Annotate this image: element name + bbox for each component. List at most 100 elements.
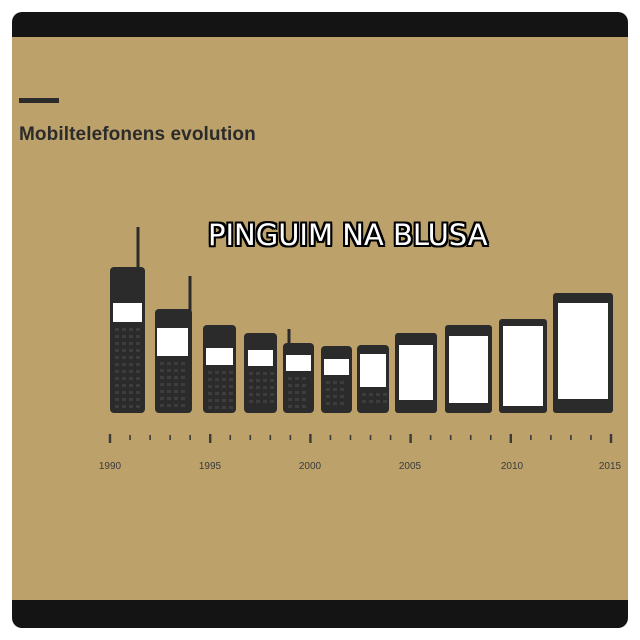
phone-screen xyxy=(399,345,433,400)
keypad-key xyxy=(160,362,164,365)
keypad-key xyxy=(167,362,171,365)
phone-antenna xyxy=(287,329,291,345)
keypad-key xyxy=(256,379,260,382)
keypad-key xyxy=(270,393,274,396)
keypad-key xyxy=(383,400,387,403)
keypad-key xyxy=(263,386,267,389)
keypad-key xyxy=(333,395,337,398)
keypad-key xyxy=(174,390,178,393)
keypad-key xyxy=(122,384,126,387)
minor-tick xyxy=(489,435,492,440)
keypad-key xyxy=(129,328,133,331)
keypad-key xyxy=(129,349,133,352)
keypad-key xyxy=(256,372,260,375)
minor-tick xyxy=(530,435,532,440)
keypad-key xyxy=(167,390,171,393)
keypad-key xyxy=(174,383,178,386)
keypad-key xyxy=(383,393,387,396)
keypad-key xyxy=(181,390,185,393)
keypad-key xyxy=(122,363,126,366)
keypad-key xyxy=(302,398,306,401)
keypad-key xyxy=(270,386,274,389)
keypad-key xyxy=(160,383,164,386)
keypad-key xyxy=(229,371,233,374)
keypad-key xyxy=(129,335,133,338)
keypad-key xyxy=(115,405,119,408)
keypad-key xyxy=(129,405,133,408)
keypad-key xyxy=(174,397,178,400)
minor-tick xyxy=(469,435,472,440)
major-tick xyxy=(209,434,212,443)
keypad-key xyxy=(208,399,212,402)
phone-body xyxy=(203,325,236,413)
keypad-key xyxy=(302,377,306,380)
keypad-key xyxy=(362,393,366,396)
keypad-key xyxy=(326,402,330,405)
keypad-key xyxy=(288,384,292,387)
minor-tick xyxy=(229,435,232,440)
keypad-key xyxy=(326,381,330,384)
phone-candybar-phone-7 xyxy=(357,345,389,413)
keypad-key xyxy=(167,397,171,400)
phone-antenna xyxy=(136,227,140,269)
phone-screen xyxy=(113,303,142,322)
keypad-key xyxy=(136,349,140,352)
keypad-key xyxy=(229,385,233,388)
phone-screen xyxy=(558,303,608,399)
keypad-key xyxy=(122,398,126,401)
keypad-key xyxy=(122,335,126,338)
phone-screen xyxy=(206,348,233,365)
keypad-key xyxy=(136,405,140,408)
keypad-key xyxy=(222,399,226,402)
keypad-key xyxy=(122,377,126,380)
keypad-key xyxy=(174,369,178,372)
keypad-key xyxy=(174,404,178,407)
minor-tick xyxy=(349,435,352,440)
keypad-key xyxy=(167,404,171,407)
year-labels: 1990 1995 2000 2005 2010 2015 xyxy=(99,461,622,472)
keypad-key xyxy=(215,406,219,409)
keypad-key xyxy=(208,371,212,374)
keypad-key xyxy=(122,342,126,345)
phone-candybar-phone-5 xyxy=(283,329,314,413)
keypad-key xyxy=(129,398,133,401)
keypad-key xyxy=(369,393,373,396)
phone-smartphone-10 xyxy=(499,319,547,413)
timeline-ticks xyxy=(108,434,613,443)
minor-tick xyxy=(329,435,332,440)
title-accent-bar xyxy=(19,98,59,103)
keypad-key xyxy=(333,402,337,405)
keypad-key xyxy=(122,391,126,394)
keypad-key xyxy=(326,388,330,391)
minor-tick xyxy=(429,435,432,440)
keypad-key xyxy=(333,388,337,391)
keypad-key xyxy=(160,376,164,379)
keypad-key xyxy=(136,363,140,366)
phone-smartphone-9 xyxy=(445,325,492,413)
keypad-key xyxy=(215,378,219,381)
keypad-key xyxy=(249,372,253,375)
phone-screen xyxy=(360,354,386,387)
keypad-key xyxy=(295,377,299,380)
major-tick xyxy=(108,434,112,443)
keypad-key xyxy=(136,391,140,394)
minor-tick xyxy=(570,435,572,440)
keypad-key xyxy=(181,362,185,365)
keypad-key xyxy=(167,376,171,379)
keypad-key xyxy=(256,393,260,396)
keypad-key xyxy=(249,379,253,382)
keypad-key xyxy=(369,400,373,403)
keypad-key xyxy=(160,369,164,372)
keypad-key xyxy=(136,342,140,345)
minor-tick xyxy=(169,435,171,440)
minor-tick xyxy=(289,435,292,440)
phone-candybar-phone-3 xyxy=(203,325,236,413)
keypad-key xyxy=(256,400,260,403)
minor-tick xyxy=(249,435,252,440)
keypad-key xyxy=(302,391,306,394)
keypad-key xyxy=(181,397,185,400)
keypad-key xyxy=(295,391,299,394)
year-label-2005: 2005 xyxy=(399,461,422,472)
keypad-key xyxy=(115,363,119,366)
